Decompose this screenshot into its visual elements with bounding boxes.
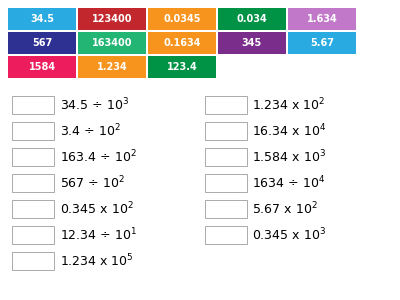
Bar [8,8,76,30]
Text: 1584: 1584 [28,62,56,72]
Bar [8,56,76,78]
Bar [12,122,54,140]
Text: 0.345 x 10$^{\mathregular{3}}$: 0.345 x 10$^{\mathregular{3}}$ [252,227,326,243]
Bar [12,252,54,270]
Text: 345: 345 [242,38,262,48]
Text: 123400: 123400 [92,14,132,24]
Bar [205,226,247,244]
Bar [288,8,356,30]
Bar [205,148,247,166]
Text: 16.34 x 10$^{\mathregular{4}}$: 16.34 x 10$^{\mathregular{4}}$ [252,123,326,139]
Bar [78,56,146,78]
Bar [12,200,54,218]
Bar [205,122,247,140]
Bar [12,148,54,166]
Text: 567 ÷ 10$^{\mathregular{2}}$: 567 ÷ 10$^{\mathregular{2}}$ [60,175,125,191]
Bar [12,174,54,192]
Bar [205,96,247,114]
Bar [205,174,247,192]
Bar [148,8,216,30]
Bar [218,8,286,30]
Bar [218,32,286,54]
Text: 1.584 x 10$^{\mathregular{3}}$: 1.584 x 10$^{\mathregular{3}}$ [252,149,326,165]
Text: 1634 ÷ 10$^{\mathregular{4}}$: 1634 ÷ 10$^{\mathregular{4}}$ [252,175,325,191]
Bar [78,8,146,30]
Bar [205,200,247,218]
Text: 34.5 ÷ 10$^{\mathregular{3}}$: 34.5 ÷ 10$^{\mathregular{3}}$ [60,97,129,113]
Text: 0.0345: 0.0345 [163,14,201,24]
Text: 0.034: 0.034 [237,14,267,24]
Text: 1.234 x 10$^{\mathregular{2}}$: 1.234 x 10$^{\mathregular{2}}$ [252,97,325,113]
Text: 123.4: 123.4 [167,62,197,72]
Text: 163.4 ÷ 10$^{\mathregular{2}}$: 163.4 ÷ 10$^{\mathregular{2}}$ [60,149,137,165]
Bar [148,56,216,78]
Bar [8,32,76,54]
Text: 5.67: 5.67 [310,38,334,48]
Text: 1.634: 1.634 [307,14,337,24]
Text: 1.234: 1.234 [97,62,127,72]
Bar [12,226,54,244]
Text: 0.1634: 0.1634 [163,38,201,48]
Text: 34.5: 34.5 [30,14,54,24]
Text: 567: 567 [32,38,52,48]
Text: 1.234 x 10$^{\mathregular{5}}$: 1.234 x 10$^{\mathregular{5}}$ [60,253,133,269]
Bar [148,32,216,54]
Text: 12.34 ÷ 10$^{\mathregular{1}}$: 12.34 ÷ 10$^{\mathregular{1}}$ [60,227,137,243]
Bar [78,32,146,54]
Bar [12,96,54,114]
Bar [288,32,356,54]
Text: 0.345 x 10$^{\mathregular{2}}$: 0.345 x 10$^{\mathregular{2}}$ [60,201,134,217]
Text: 163400: 163400 [92,38,132,48]
Text: 5.67 x 10$^{\mathregular{2}}$: 5.67 x 10$^{\mathregular{2}}$ [252,201,318,217]
Text: 3.4 ÷ 10$^{\mathregular{2}}$: 3.4 ÷ 10$^{\mathregular{2}}$ [60,123,121,139]
